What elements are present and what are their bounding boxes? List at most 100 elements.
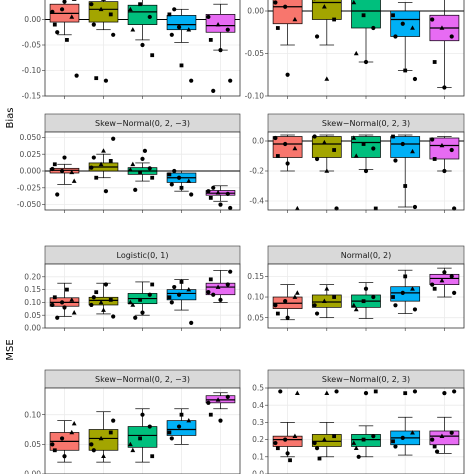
- data-point: [432, 444, 437, 449]
- data-point: [127, 6, 133, 12]
- box-body: [205, 282, 236, 296]
- data-point: [273, 303, 278, 308]
- data-point: [62, 305, 67, 310]
- data-point: [108, 297, 113, 302]
- panel-border: [267, 0, 465, 97]
- data-point: [55, 192, 60, 197]
- panel-border: [44, 0, 241, 97]
- data-point: [439, 433, 445, 438]
- data-point: [133, 187, 138, 192]
- panel-border: [44, 131, 241, 211]
- y-tick-label: -0.10: [22, 66, 42, 75]
- data-point: [314, 311, 320, 316]
- data-point: [150, 454, 155, 459]
- box-4: [166, 7, 197, 83]
- data-point: [50, 166, 55, 172]
- box-1: [272, 134, 303, 211]
- data-point: [225, 282, 230, 287]
- data-point: [169, 300, 174, 305]
- facet-title: Logistic(0, 1): [117, 251, 169, 260]
- panel-7: Skew−Normal(0, 2, −3) 0.10 0.05 0.00 MSE: [5, 339, 241, 474]
- panel-border: [44, 263, 241, 329]
- data-point: [69, 429, 75, 435]
- data-point: [91, 448, 96, 453]
- data-point: [351, 302, 357, 308]
- y-tick-label: 0.0: [252, 137, 264, 146]
- box-body: [166, 289, 197, 301]
- data-point: [94, 290, 99, 295]
- data-point: [186, 178, 192, 183]
- data-point: [321, 437, 327, 442]
- data-point: [142, 148, 148, 153]
- data-point: [103, 282, 109, 287]
- y-tick-label: 0.5: [252, 384, 264, 393]
- data-point: [52, 22, 57, 27]
- data-point: [391, 295, 395, 299]
- data-point: [94, 175, 99, 180]
- box-body: [166, 420, 197, 436]
- y-tick-label: 0.000: [20, 167, 42, 176]
- data-point: [111, 32, 116, 37]
- data-point: [94, 76, 99, 81]
- data-point: [74, 73, 79, 78]
- y-tick-label: 0.05: [247, 313, 264, 322]
- box-4: [390, 269, 421, 314]
- data-point: [138, 297, 142, 302]
- data-point: [449, 430, 454, 435]
- data-point: [55, 315, 60, 320]
- box-1: [49, 0, 80, 78]
- panel-border: [267, 131, 465, 211]
- data-point: [101, 148, 106, 153]
- data-point: [89, 442, 94, 447]
- box-2: [311, 0, 342, 81]
- data-point: [393, 303, 398, 308]
- data-point: [294, 390, 300, 395]
- data-point: [432, 286, 437, 291]
- data-point: [69, 297, 75, 302]
- data-point: [101, 453, 106, 459]
- data-point: [65, 38, 69, 42]
- box-1: [49, 420, 80, 463]
- data-point: [292, 294, 298, 299]
- y-tick-label: -0.4: [249, 197, 264, 206]
- data-point: [206, 290, 211, 295]
- y-tick-label: -0.10: [245, 92, 265, 101]
- data-point: [215, 284, 221, 289]
- box-3: [351, 389, 381, 459]
- data-point: [150, 175, 155, 180]
- panel-2: 0.00 -0.05 -0.10: [245, 0, 465, 101]
- data-point: [52, 295, 57, 300]
- data-point: [391, 134, 395, 139]
- data-point: [89, 2, 94, 7]
- data-point: [324, 286, 330, 291]
- data-point: [208, 38, 213, 42]
- data-point: [285, 72, 290, 77]
- box-3: [127, 408, 158, 463]
- data-point: [324, 168, 330, 173]
- data-point: [71, 178, 77, 183]
- data-point: [179, 412, 184, 417]
- data-point: [50, 302, 55, 308]
- box-1: [272, 0, 303, 77]
- data-point: [432, 60, 437, 64]
- data-point: [108, 12, 113, 17]
- data-point: [412, 389, 418, 394]
- data-point: [334, 389, 339, 394]
- box-5: [205, 3, 236, 93]
- data-point: [371, 25, 376, 31]
- data-point: [312, 303, 317, 308]
- box-3: [127, 148, 158, 192]
- y-tick-label: 0.05: [24, 440, 41, 449]
- data-point: [62, 0, 67, 4]
- data-point: [324, 390, 330, 395]
- data-point: [430, 437, 435, 442]
- data-point: [403, 274, 408, 279]
- data-point: [324, 76, 330, 81]
- data-point: [189, 192, 194, 197]
- data-point: [172, 168, 177, 174]
- y-tick-label: 0.1: [252, 452, 264, 461]
- data-point: [228, 269, 233, 274]
- data-point: [403, 391, 408, 396]
- box-4: [166, 168, 197, 197]
